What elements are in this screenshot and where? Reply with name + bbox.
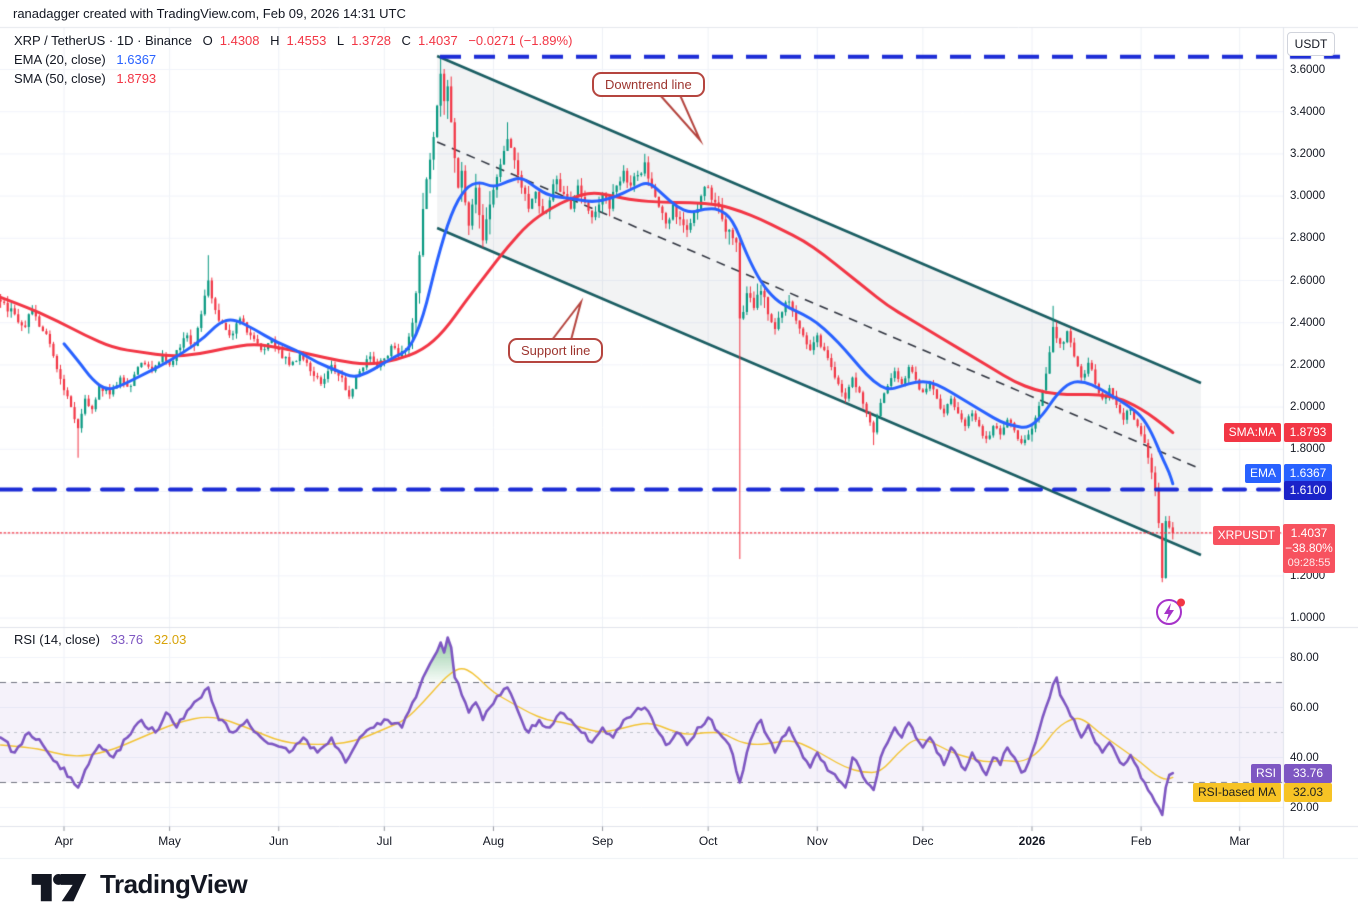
sma-badge-label: SMA:MA	[1223, 423, 1281, 442]
ema-price-badge: EMA 1.6367	[1244, 464, 1332, 483]
change-value: −0.0271 (−1.89%)	[468, 33, 573, 48]
tradingview-logo[interactable]: TradingView	[27, 864, 248, 904]
ema-value: 1.6367	[116, 52, 157, 67]
symbol-title: XRP / TetherUS · 1D · Binance	[14, 33, 192, 48]
sma-price-badge: SMA:MA 1.8793	[1223, 423, 1332, 442]
support-line-callout[interactable]: Support line	[508, 338, 604, 363]
low-label: L	[336, 33, 345, 48]
price-tick-label: 2.6000	[1290, 274, 1326, 287]
support-level-value: 1.6100	[1284, 481, 1332, 500]
support-level-badge: 1.6100	[1284, 481, 1332, 500]
rsi-badge-label: RSI	[1250, 764, 1281, 783]
rsi-tick-label: 40.00	[1290, 751, 1319, 764]
ema-label: EMA (20, close)	[14, 52, 106, 67]
sma-legend-row[interactable]: SMA (50, close) 1.8793	[14, 71, 163, 86]
high-label: H	[270, 33, 280, 48]
time-axis-label: Oct	[698, 834, 718, 848]
price-tick-label: 3.2000	[1290, 147, 1326, 160]
price-tick-label: 2.2000	[1290, 358, 1326, 371]
ema-legend-row[interactable]: EMA (20, close) 1.6367	[14, 52, 163, 67]
open-label: O	[202, 33, 213, 48]
sma-badge-value: 1.8793	[1284, 423, 1332, 442]
ema-badge-value: 1.6367	[1284, 464, 1332, 483]
time-axis-label: Aug	[482, 834, 505, 848]
time-axis-label: Dec	[912, 834, 934, 848]
last-price-change: −38.80%	[1285, 541, 1333, 555]
rsi-legend-row[interactable]: RSI (14, close) 33.76 32.03	[14, 632, 193, 647]
last-price-badge: XRPUSDT 1.4037 −38.80% 09:28:55	[1212, 524, 1335, 573]
price-tick-label: 1.8000	[1290, 443, 1326, 456]
rsi-badge-value: 33.76	[1284, 764, 1332, 783]
tradingview-logo-mark	[31, 874, 87, 902]
time-axis-label: 2026	[1018, 834, 1046, 848]
time-axis-label: Feb	[1130, 834, 1152, 848]
time-axis-label: Nov	[806, 834, 828, 848]
time-axis-label: Sep	[591, 834, 614, 848]
rsi-badge: RSI 33.76	[1250, 764, 1332, 783]
price-tick-label: 2.0000	[1290, 401, 1326, 414]
close-value: 1.4037	[417, 33, 458, 48]
rsi-value: 33.76	[110, 632, 144, 647]
last-price-stack: 1.4037 −38.80% 09:28:55	[1283, 524, 1335, 573]
tradingview-logo-text: TradingView	[100, 868, 248, 899]
price-tick-label: 3.6000	[1290, 63, 1326, 76]
price-tick-label: 3.4000	[1290, 105, 1326, 118]
watermark-attribution: ranadagger created with TradingView.com,…	[13, 6, 406, 21]
sma-value: 1.8793	[116, 71, 157, 86]
close-label: C	[401, 33, 411, 48]
currency-unit-button[interactable]: USDT	[1287, 32, 1335, 56]
rsi-tick-label: 80.00	[1290, 651, 1319, 664]
time-axis-label: Mar	[1229, 834, 1250, 848]
flash-event-icon[interactable]	[1155, 596, 1187, 633]
time-axis-label: Apr	[54, 834, 74, 848]
price-tick-label: 2.4000	[1290, 316, 1326, 329]
rsi-tick-label: 60.00	[1290, 701, 1319, 714]
rsi-ma-badge-value: 32.03	[1284, 783, 1332, 802]
downtrend-line-callout[interactable]: Downtrend line	[592, 72, 705, 97]
rsi-ma-value: 32.03	[153, 632, 187, 647]
price-tick-label: 3.0000	[1290, 190, 1326, 203]
ema-badge-label: EMA	[1244, 464, 1281, 483]
low-value: 1.3728	[351, 33, 391, 48]
sma-label: SMA (50, close)	[14, 71, 106, 86]
rsi-ma-badge: RSI-based MA 32.03	[1192, 783, 1332, 802]
price-tick-label: 1.0000	[1290, 612, 1326, 625]
last-price-value: 1.4037	[1290, 526, 1328, 540]
time-axis-label: Jul	[376, 834, 392, 848]
price-tick-label: 2.8000	[1290, 232, 1326, 245]
rsi-label: RSI (14, close)	[14, 632, 100, 647]
symbol-badge-label: XRPUSDT	[1212, 526, 1280, 545]
rsi-ma-badge-label: RSI-based MA	[1192, 783, 1281, 802]
rsi-tick-label: 20.00	[1290, 801, 1319, 814]
time-axis-label: Jun	[269, 834, 289, 848]
high-value: 1.4553	[286, 33, 327, 48]
open-value: 1.4308	[219, 33, 260, 48]
bar-countdown: 09:28:55	[1287, 557, 1331, 569]
time-axis-label: May	[158, 834, 181, 848]
